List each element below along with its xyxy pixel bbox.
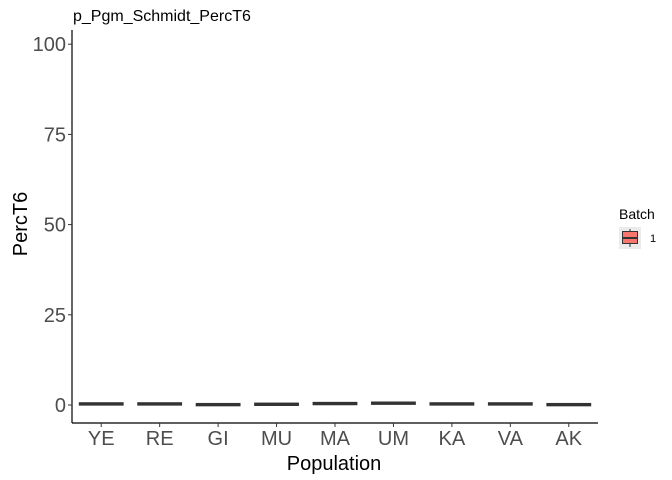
legend-key-icon	[619, 227, 641, 249]
x-tick-label: RE	[146, 428, 174, 450]
box-ma	[312, 401, 358, 406]
legend: Batch 1	[619, 206, 656, 249]
x-tick-label: MA	[320, 428, 351, 450]
box-mu	[254, 402, 299, 406]
y-axis-title: PercT6	[10, 192, 32, 256]
y-tick-label: 100	[33, 34, 66, 56]
y-tick-label: 75	[44, 124, 66, 146]
x-tick-label: VA	[498, 428, 524, 450]
box-ka	[429, 402, 475, 406]
x-tick-label: GI	[208, 428, 229, 450]
box-re	[137, 402, 183, 406]
x-axis: YE RE GI MU MA UM KA VA AK	[72, 422, 598, 450]
x-tick-label: KA	[439, 428, 466, 450]
y-tick-label: 25	[44, 305, 66, 327]
box-series	[78, 401, 592, 407]
box-gi	[195, 402, 241, 407]
y-tick-label: 50	[44, 215, 66, 237]
x-axis-title: Population	[287, 453, 382, 475]
box-ak	[546, 402, 592, 407]
box-um	[371, 401, 416, 405]
box-ye	[78, 402, 124, 406]
legend-title: Batch	[619, 206, 655, 222]
box-va	[487, 402, 533, 406]
x-tick-label: UM	[378, 428, 409, 450]
x-tick-label: MU	[261, 428, 292, 450]
x-tick-label: YE	[88, 428, 115, 450]
y-tick-label: 0	[55, 395, 66, 417]
chart-title: p_Pgm_Schmidt_PercT6	[73, 8, 251, 25]
y-axis: 0 25 50 75 100	[33, 30, 73, 423]
x-tick-label: AK	[555, 428, 582, 450]
legend-label: 1	[650, 233, 656, 245]
